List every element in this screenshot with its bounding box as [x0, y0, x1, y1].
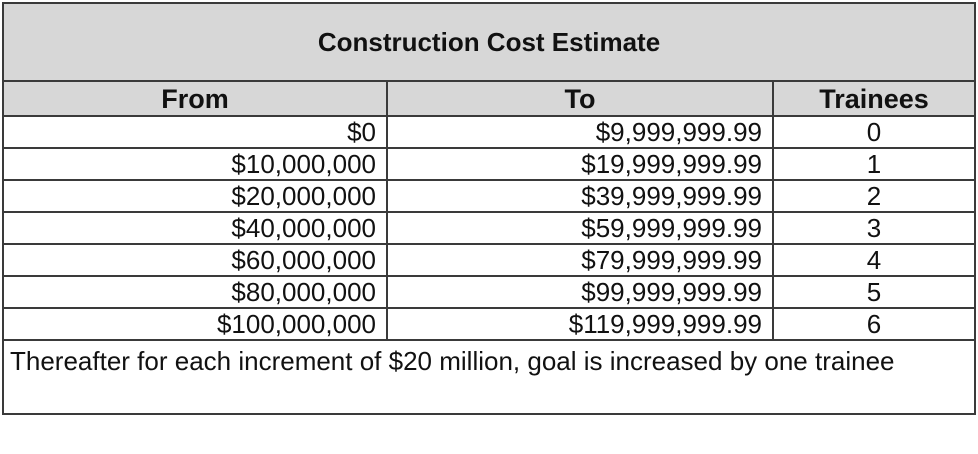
footnote: Thereafter for each increment of $20 mil… [1, 339, 977, 415]
from-cell: $20,000,000 [2, 179, 388, 213]
trainees-cell: 2 [771, 179, 977, 213]
from-cell: $10,000,000 [2, 147, 388, 181]
column-header-from: From [2, 80, 388, 117]
from-cell: $80,000,000 [2, 275, 388, 309]
table-row: $20,000,000 $39,999,999.99 2 [2, 179, 977, 213]
to-cell: $39,999,999.99 [386, 179, 774, 213]
table-row: $80,000,000 $99,999,999.99 5 [2, 275, 977, 309]
trainees-cell: 5 [771, 275, 977, 309]
trainees-cell: 4 [771, 243, 977, 277]
table-row: $0 $9,999,999.99 0 [2, 115, 977, 149]
trainees-cell: 1 [771, 147, 977, 181]
table-row: $10,000,000 $19,999,999.99 1 [2, 147, 977, 181]
trainees-cell: 3 [771, 211, 977, 245]
trainees-cell: 6 [771, 307, 977, 341]
table-title: Construction Cost Estimate [1, 2, 977, 82]
to-cell: $9,999,999.99 [386, 115, 774, 149]
to-cell: $119,999,999.99 [386, 307, 774, 341]
to-cell: $19,999,999.99 [386, 147, 774, 181]
from-cell: $100,000,000 [2, 307, 388, 341]
to-cell: $59,999,999.99 [386, 211, 774, 245]
trainees-cell: 0 [771, 115, 977, 149]
to-cell: $79,999,999.99 [386, 243, 774, 277]
from-cell: $60,000,000 [2, 243, 388, 277]
cost-estimate-table-container: Construction Cost Estimate From To Train… [1, 2, 977, 415]
cost-estimate-table: Construction Cost Estimate From To Train… [1, 2, 977, 415]
column-header-to: To [386, 80, 774, 117]
to-cell: $99,999,999.99 [386, 275, 774, 309]
table-row: $60,000,000 $79,999,999.99 4 [2, 243, 977, 277]
from-cell: $0 [2, 115, 388, 149]
table-row: $100,000,000 $119,999,999.99 6 [2, 307, 977, 341]
table-row: $40,000,000 $59,999,999.99 3 [2, 211, 977, 245]
column-header-trainees: Trainees [771, 80, 977, 117]
from-cell: $40,000,000 [2, 211, 388, 245]
